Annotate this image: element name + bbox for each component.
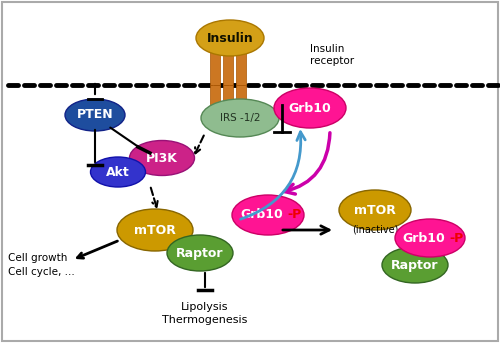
Ellipse shape [90,157,146,187]
Bar [223,40,233,85]
Ellipse shape [201,99,279,137]
Bar [210,40,220,85]
Text: Raptor: Raptor [176,247,224,260]
Text: Thermogenesis: Thermogenesis [162,315,248,325]
Ellipse shape [274,88,346,128]
Text: Insulin
receptor: Insulin receptor [310,44,354,66]
Text: mTOR: mTOR [354,203,396,216]
Text: -P: -P [287,209,301,222]
Text: PTEN: PTEN [76,108,114,121]
Ellipse shape [382,247,448,283]
Text: Grb10: Grb10 [240,209,284,222]
Bar [236,40,246,85]
Text: -P: -P [449,232,463,245]
Text: Cell cycle, ...: Cell cycle, ... [8,267,75,277]
Text: (inactive): (inactive) [352,225,398,235]
Text: Grb10: Grb10 [402,232,446,245]
Ellipse shape [339,190,411,230]
Ellipse shape [167,235,233,271]
Ellipse shape [65,99,125,131]
Text: Lipolysis: Lipolysis [181,302,229,312]
Ellipse shape [232,195,304,235]
Ellipse shape [117,209,193,251]
Text: Grb10: Grb10 [288,102,332,115]
Text: Raptor: Raptor [391,259,439,272]
Text: Cell growth: Cell growth [8,253,68,263]
Ellipse shape [395,219,465,257]
Text: mTOR: mTOR [134,224,176,237]
Text: PI3K: PI3K [146,152,178,165]
Text: Akt: Akt [106,166,130,178]
Text: IRS -1/2: IRS -1/2 [220,113,260,123]
Bar [210,85,220,120]
Ellipse shape [196,20,264,56]
Bar [236,85,246,120]
Bar [223,85,233,120]
Ellipse shape [130,141,194,176]
Text: Insulin: Insulin [206,32,254,45]
